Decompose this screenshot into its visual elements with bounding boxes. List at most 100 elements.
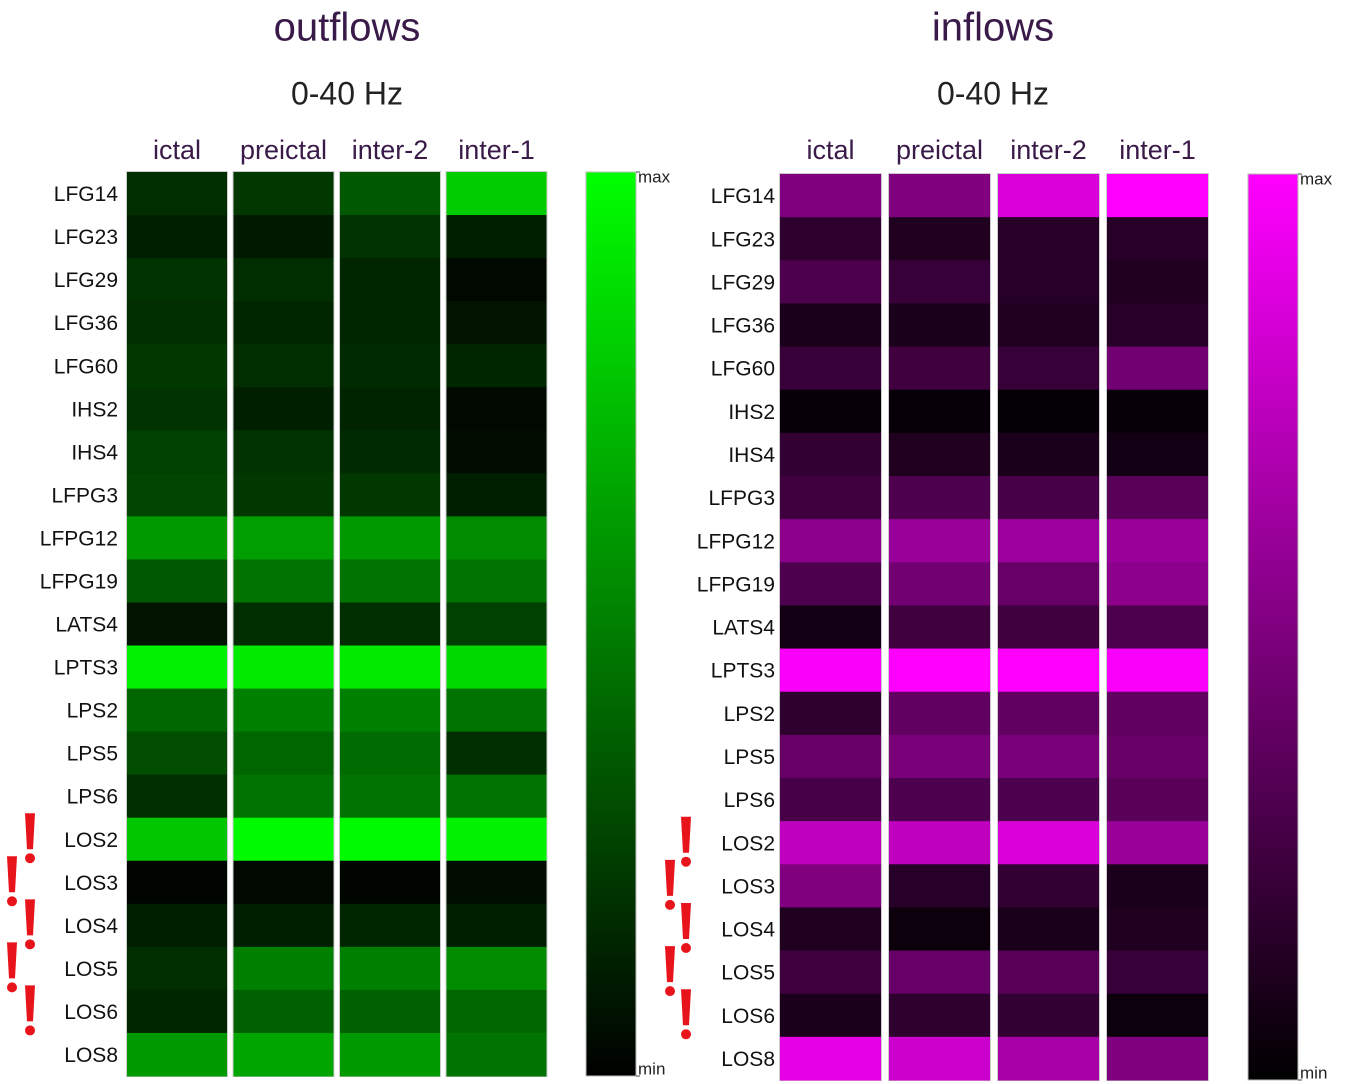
heatmap-cell [1107,476,1208,520]
heatmap-cell [233,903,334,948]
row-label: LFG29 [711,271,775,294]
heatmap-cell [889,907,990,952]
row-label: LOS3 [64,872,118,895]
heatmap-cell [889,260,990,304]
heatmap-cell [889,778,990,822]
heatmap-cell [780,778,881,822]
heatmap-cell [233,559,334,603]
heatmap-cell [233,172,334,216]
heatmap-cell [780,432,881,477]
row-label: LOS4 [721,919,775,942]
heatmap-cell [446,860,547,905]
heatmap-cell [889,346,990,391]
row-label: LFPG12 [40,527,118,550]
heatmap-cell [1107,217,1208,261]
chart-title: outflows [274,6,421,50]
heatmap-cell [127,1032,227,1077]
alert-icon-dot [25,939,35,950]
heatmap-cell [1107,778,1208,822]
row-label: LFG23 [54,226,118,249]
row-label: LFG29 [54,269,118,292]
heatmap-cell [127,688,227,733]
heatmap-cell [1107,648,1208,693]
colorbar-tick-label: min [1300,1063,1327,1082]
heatmap-cell [889,1036,990,1081]
heatmap-cell [127,344,227,388]
heatmap-cell [998,562,1099,606]
heatmap-cell [446,258,547,302]
colorbar [585,171,637,1077]
column-label: inter-2 [352,135,429,165]
row-label: LPTS3 [54,657,118,680]
heatmap-cell [127,559,227,603]
heatmap-cell [998,993,1099,1038]
heatmap-cell [889,389,990,434]
row-label: LATS4 [55,614,118,637]
heatmap-cell [233,1032,334,1077]
heatmap-panel: outflows 0-40 Hz ictal preictal inter-2 inter… [7,6,671,1078]
heatmap-cell [446,559,547,603]
row-label: LPS2 [724,703,775,726]
heatmap-cell [340,688,440,733]
heatmap-cell [780,734,881,779]
heatmap-cell [446,817,547,862]
heatmap-cell [998,950,1099,995]
heatmap-cell [780,260,881,304]
alert-icon [7,856,17,893]
heatmap-cell [340,559,440,603]
heatmap-cell [998,864,1099,908]
column-label: ictal [806,135,854,165]
alert-icon-dot [7,896,17,907]
row-label: LOS3 [721,875,775,898]
heatmap-cell [1107,864,1208,908]
heatmap-cell [889,605,990,650]
heatmap-cell [340,731,440,776]
heatmap-cell [780,476,881,520]
column-label: inter-2 [1010,135,1087,165]
heatmap-cell [446,1032,547,1077]
row-label: IHS2 [728,401,775,424]
row-label: LFG14 [711,185,776,208]
row-label: LFG60 [711,358,775,381]
heatmap-cell [446,946,547,991]
heatmap-cell [446,645,547,690]
heatmap-cell [998,476,1099,520]
heatmap-cell [1107,432,1208,477]
heatmap-cell [127,215,227,259]
alert-icon [681,903,691,939]
heatmap-cell [998,778,1099,822]
heatmap-cell [998,519,1099,563]
chart-title: inflows [932,6,1054,50]
heatmap-cell [340,817,440,862]
heatmap-cell [340,430,440,474]
heatmap-cell [233,473,334,517]
heatmap-cell [1107,821,1208,865]
row-label: LFPG19 [40,570,118,593]
column-label: inter-1 [458,135,535,165]
heatmap-cell [127,258,227,302]
heatmap-cell [998,605,1099,650]
row-label: LPS2 [67,700,118,723]
heatmap-cell [780,217,881,261]
row-label: LPS5 [724,746,775,769]
alert-icon [25,985,35,1022]
row-label: LFG23 [711,228,775,251]
heatmap-cell [446,774,547,819]
row-label: LPS6 [67,786,118,809]
heatmap-cell [780,562,881,606]
heatmap-cell [446,387,547,431]
heatmap-cell [127,989,227,1034]
heatmap-cell [233,989,334,1034]
heatmap-cell [889,519,990,563]
heatmap-cell [233,301,334,345]
alert-icon [25,813,35,850]
heatmap-cell [1107,346,1208,391]
row-label: LATS4 [712,617,775,640]
heatmap-cell [780,303,881,348]
heatmap-cell [889,476,990,520]
heatmap-cell [889,950,990,995]
column-label: preictal [896,135,983,165]
row-label: LFG14 [54,183,119,206]
heatmap-cell [446,602,547,647]
heatmap-cell [446,215,547,259]
